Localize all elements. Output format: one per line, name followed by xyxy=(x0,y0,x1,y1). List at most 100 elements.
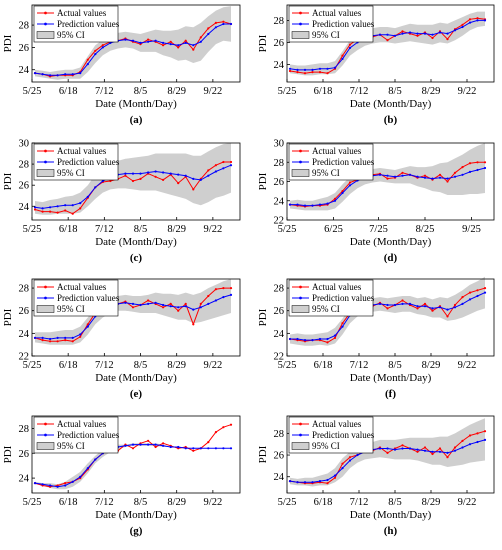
x-tick-label: 5/25 xyxy=(278,86,297,97)
y-tick-label: 24 xyxy=(19,329,30,340)
actual-values-point xyxy=(214,288,217,291)
actual-values-point xyxy=(311,71,314,74)
prediction-values-point xyxy=(229,164,233,167)
actual-values-point xyxy=(101,44,104,47)
prediction-values-point xyxy=(408,302,412,305)
prediction-values-point xyxy=(416,175,419,178)
plot-frame xyxy=(286,415,495,494)
prediction-values-point xyxy=(79,72,82,75)
legend-prediction-label: Prediction values xyxy=(312,430,375,440)
actual-values-point xyxy=(192,48,195,51)
actual-values-point xyxy=(71,212,74,215)
x-tick-label: 7/12 xyxy=(350,497,369,508)
actual-values-point xyxy=(222,160,225,164)
prediction-values-point xyxy=(177,44,180,47)
prediction-values-point xyxy=(453,175,457,178)
actual-values-point xyxy=(401,444,404,447)
prediction-values-point xyxy=(461,446,464,449)
prediction-values-point xyxy=(341,191,344,195)
actual-values-point xyxy=(154,445,157,449)
legend-prediction-label: Prediction values xyxy=(57,293,120,303)
x-tick-label: 9/22 xyxy=(204,224,223,235)
actual-values-point xyxy=(147,38,150,41)
panel-label: (a) xyxy=(130,114,143,126)
actual-values-point xyxy=(207,169,210,172)
actual-values-point xyxy=(461,23,464,26)
x-tick-label: 5/25 xyxy=(23,497,42,508)
prediction-values-point xyxy=(131,39,135,42)
actual-values-point xyxy=(326,482,329,485)
legend-actual-marker xyxy=(44,285,47,289)
actual-values-point xyxy=(154,175,157,178)
prediction-values-point xyxy=(453,449,457,452)
prediction-values-point xyxy=(41,483,44,486)
x-tick-label: 9/22 xyxy=(458,86,477,97)
prediction-values-point xyxy=(139,172,142,175)
prediction-values-point xyxy=(453,306,457,309)
actual-values-point xyxy=(147,439,150,442)
x-tick-label: 7/12 xyxy=(95,86,114,97)
actual-values-point xyxy=(177,309,180,312)
plot-frame xyxy=(31,142,241,221)
prediction-values-point xyxy=(229,22,233,26)
prediction-values-point xyxy=(64,484,67,487)
prediction-values-point xyxy=(71,204,74,207)
actual-values-point xyxy=(192,188,195,191)
legend-actual-marker xyxy=(44,149,47,153)
prediction-values-point xyxy=(431,177,434,180)
prediction-values-point xyxy=(393,303,397,307)
x-axis-label: Date (Month/Day) xyxy=(95,509,177,521)
actual-values-point xyxy=(139,177,142,180)
x-tick-label: 6/18 xyxy=(59,224,78,235)
prediction-values-point xyxy=(56,205,59,208)
prediction-values-point xyxy=(483,166,487,170)
actual-values-point xyxy=(483,287,487,290)
prediction-values-point xyxy=(124,172,127,175)
x-axis-label: Date (Month/Day) xyxy=(350,509,432,521)
actual-values-point xyxy=(476,161,479,164)
actual-values-point xyxy=(326,341,329,344)
panel-label: (f) xyxy=(385,388,396,400)
prediction-values-point xyxy=(184,447,187,450)
actual-values-point xyxy=(303,72,307,75)
actual-values-point xyxy=(333,197,337,200)
prediction-values-point xyxy=(177,173,180,176)
x-tick-label: 6/18 xyxy=(314,497,333,508)
x-tick-label: 9/22 xyxy=(204,86,223,97)
x-tick-label: 9/22 xyxy=(458,497,477,508)
actual-values-point xyxy=(333,476,337,479)
prediction-values-point xyxy=(169,305,172,308)
legend-actual-label: Actual values xyxy=(312,282,362,292)
prediction-values-point xyxy=(86,325,89,328)
y-tick-label: 24 xyxy=(274,329,285,340)
chart-panel-b: 5/25 6/18 7/12 8/5 8/29 9/22 24 26 28 Date (Month… xyxy=(257,4,495,126)
y-tick-label: 26 xyxy=(274,38,285,49)
prediction-values-point xyxy=(333,199,337,202)
panel-label: (b) xyxy=(384,114,398,126)
prediction-values-point xyxy=(446,177,449,180)
x-tick-label: 6/18 xyxy=(314,360,333,371)
y-tick-label: 28 xyxy=(19,21,30,32)
prediction-values-point xyxy=(461,25,464,29)
y-tick-label: 22 xyxy=(274,352,285,363)
prediction-values-point xyxy=(318,480,322,483)
prediction-values-point xyxy=(461,173,464,176)
actual-values-point xyxy=(222,426,225,429)
actual-values-point xyxy=(446,315,449,318)
prediction-values-point xyxy=(341,325,344,328)
prediction-values-point xyxy=(348,184,352,187)
actual-values-point xyxy=(453,303,457,307)
prediction-values-point xyxy=(446,451,449,454)
actual-values-point xyxy=(446,38,449,41)
legend-ci-label: 95% CI xyxy=(312,168,340,178)
actual-values-point xyxy=(86,323,89,326)
x-tick-label: 5/25 xyxy=(23,224,42,235)
legend-prediction-label: Prediction values xyxy=(312,19,375,29)
x-tick-label: 8/5 xyxy=(134,360,147,371)
ci-band xyxy=(35,143,231,215)
ci-band xyxy=(35,6,231,80)
legend-prediction-label: Prediction values xyxy=(312,157,375,167)
actual-values-point xyxy=(214,164,217,167)
prediction-values-point xyxy=(326,337,329,341)
